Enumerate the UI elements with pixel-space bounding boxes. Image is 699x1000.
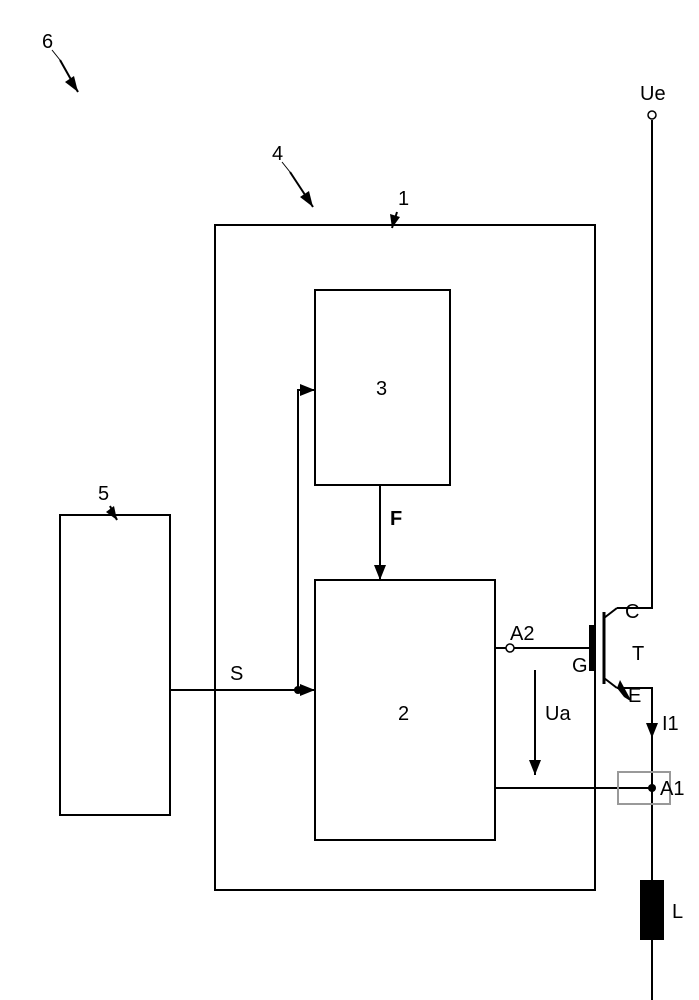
label-I1: I1 <box>662 713 679 735</box>
arrow-f <box>374 565 386 580</box>
label-Ue: Ue <box>640 83 666 105</box>
label-S: S <box>230 663 243 685</box>
arrow-to-block3 <box>300 384 315 396</box>
ua-arrow-head <box>529 760 541 775</box>
node-a1 <box>648 784 656 792</box>
lead-5 <box>106 506 117 520</box>
wire-ue <box>617 120 652 608</box>
circuit-diagram: 6 4 1 5 3 2 S F A2 A1 Ua Ue C G T E I1 L <box>0 0 699 1000</box>
terminal-ue <box>648 111 656 119</box>
label-Ua: Ua <box>545 703 571 725</box>
arrow-to-block2 <box>300 684 315 696</box>
label-G: G <box>572 655 588 677</box>
lead-4 <box>282 162 313 207</box>
label-6: 6 <box>42 31 53 53</box>
wire-e-a1 <box>617 688 652 880</box>
block-5 <box>60 515 170 815</box>
lead-6 <box>52 50 78 92</box>
label-C: C <box>625 601 639 623</box>
node-a2 <box>506 644 514 652</box>
label-5: 5 <box>98 483 109 505</box>
label-1: 1 <box>398 188 409 210</box>
label-E: E <box>628 685 641 707</box>
arrow-i1 <box>646 723 658 738</box>
label-A1: A1 <box>660 778 684 800</box>
label-3: 3 <box>376 378 387 400</box>
label-F: F <box>390 508 402 530</box>
load-L <box>640 880 664 940</box>
label-4: 4 <box>272 143 283 165</box>
label-T: T <box>632 643 644 665</box>
node-s <box>294 686 302 694</box>
label-L: L <box>672 901 683 923</box>
wire-s-branch <box>298 390 315 690</box>
outer-box-1 <box>215 225 595 890</box>
label-A2: A2 <box>510 623 534 645</box>
label-2: 2 <box>398 703 409 725</box>
